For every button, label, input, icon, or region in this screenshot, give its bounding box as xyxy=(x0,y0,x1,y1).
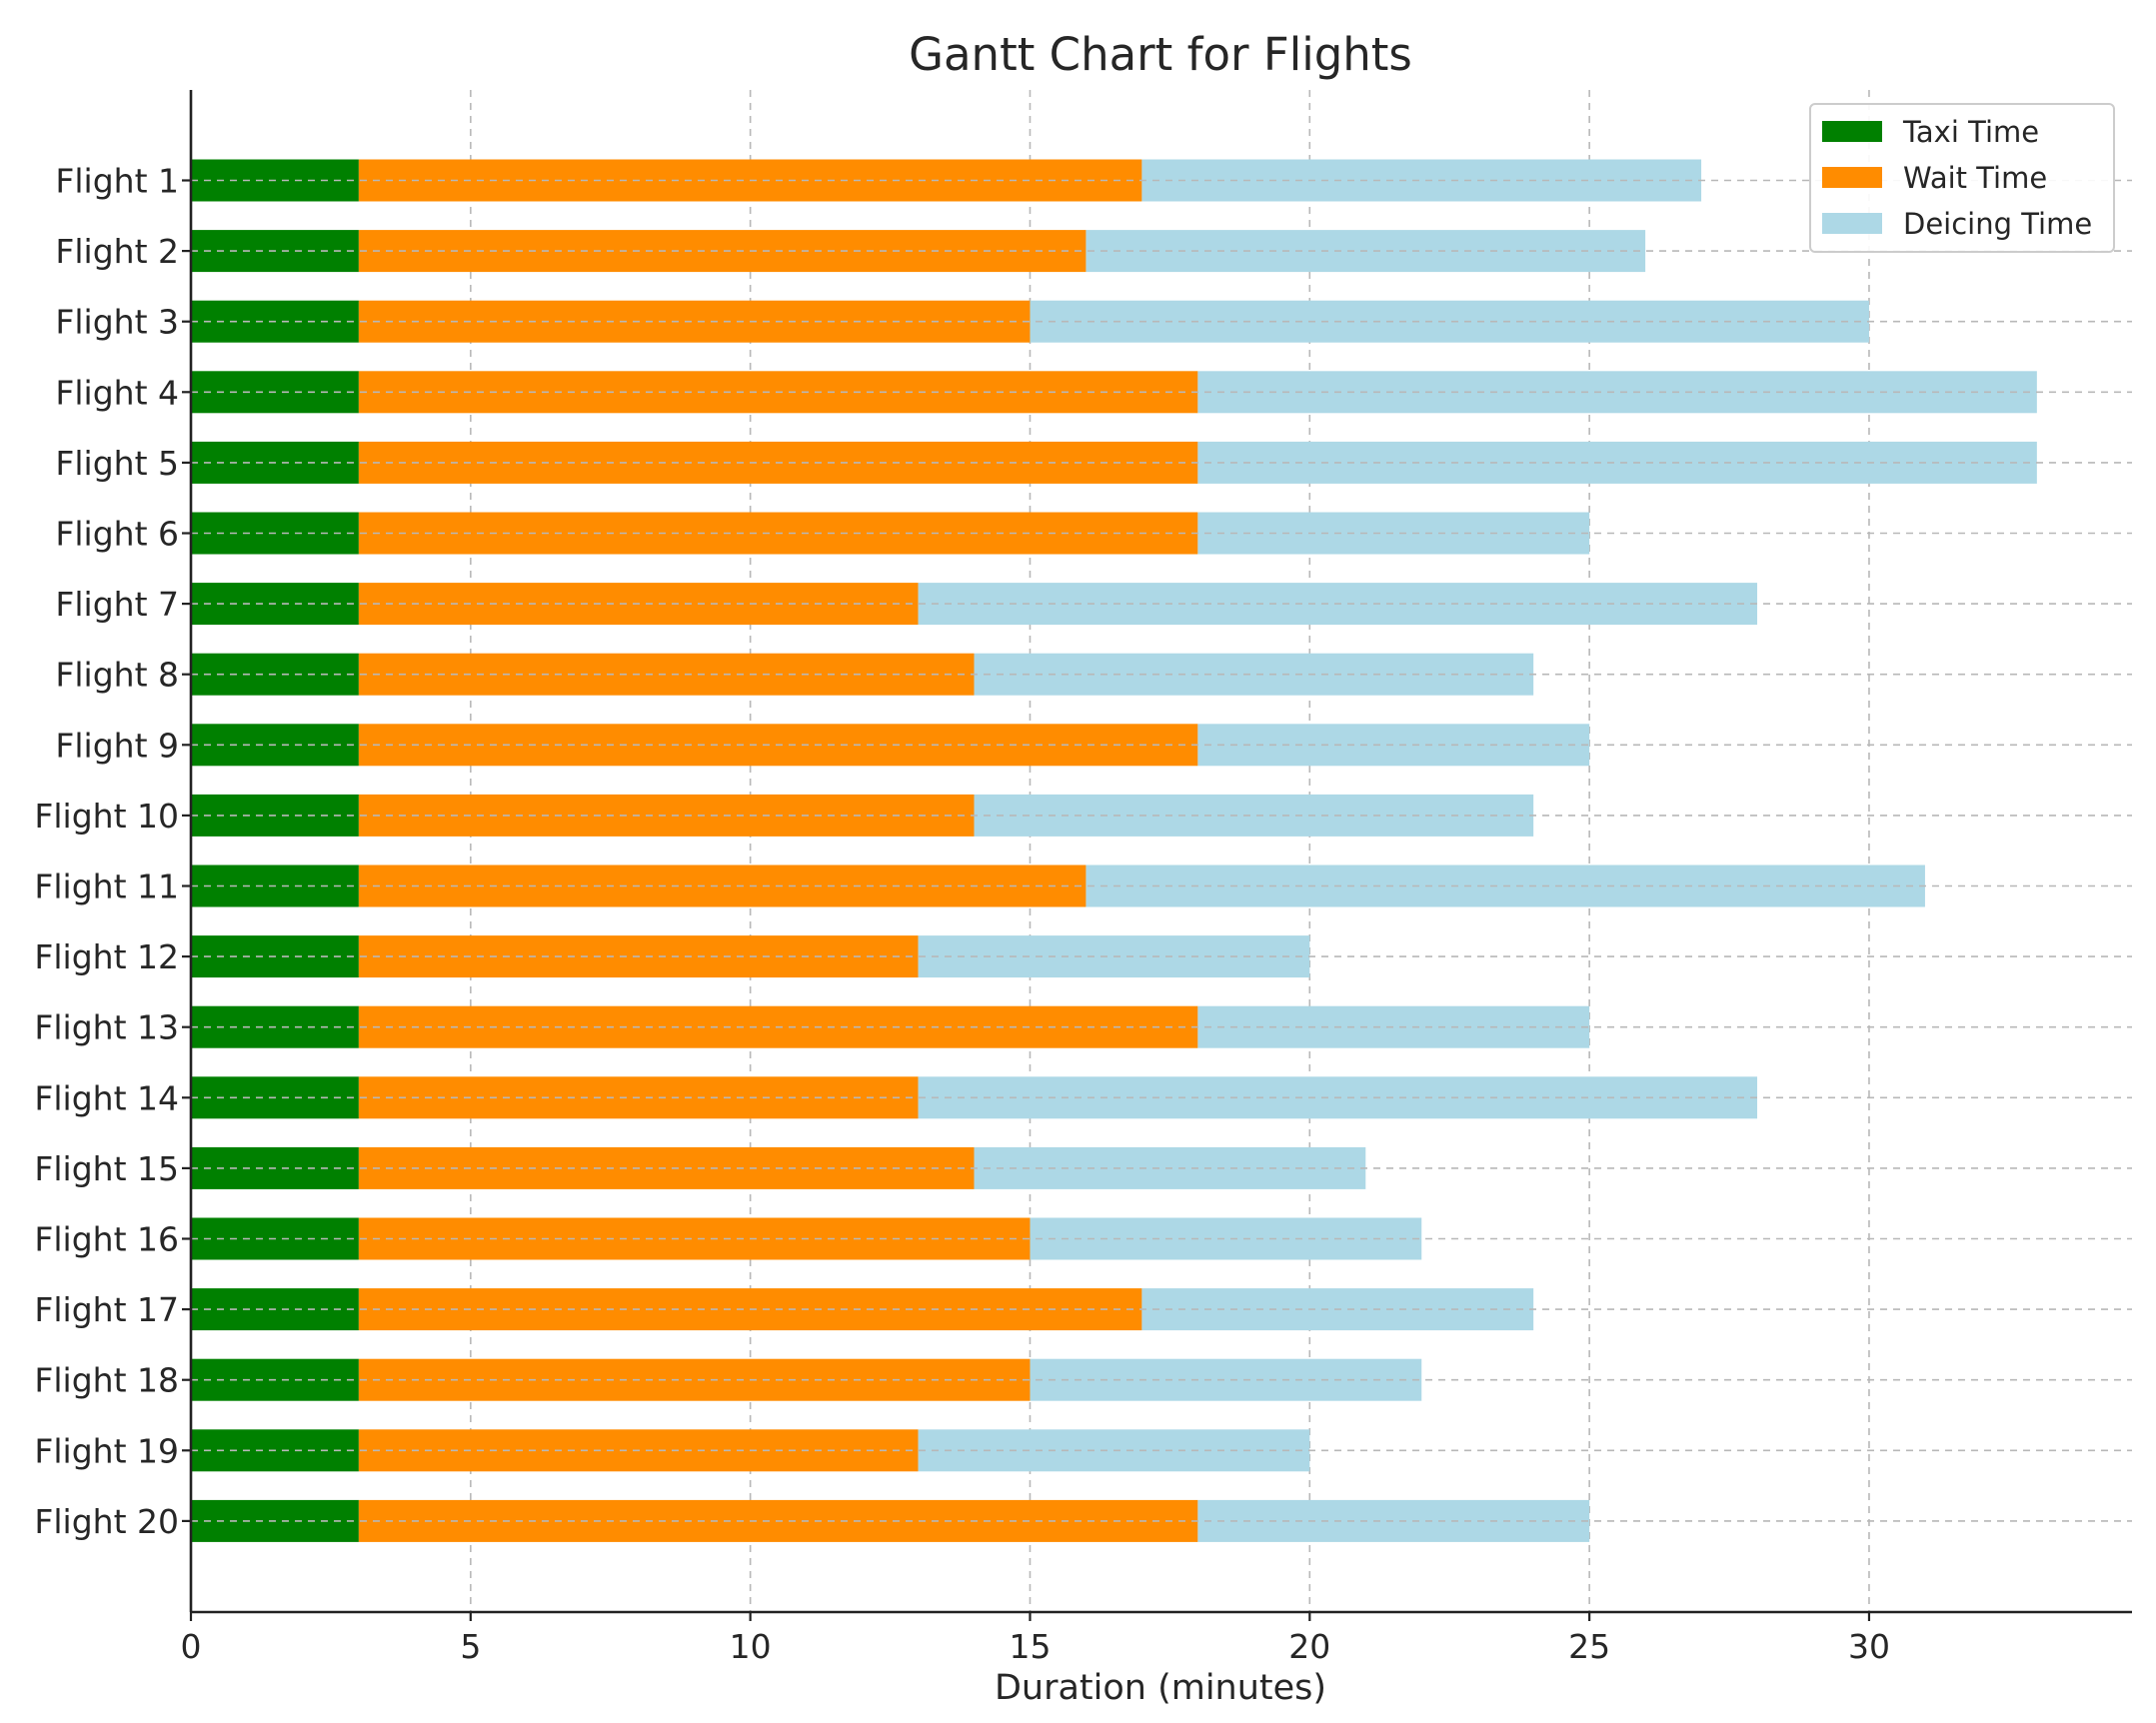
y-tick-label: Flight 8 xyxy=(55,656,179,695)
x-tick-label-25: 25 xyxy=(1568,1627,1610,1666)
x-axis-label: Duration (minutes) xyxy=(995,1668,1326,1708)
y-tick-label: Flight 14 xyxy=(34,1078,179,1117)
legend: Taxi Time Wait Time Deicing Time xyxy=(1809,103,2115,253)
bar-deicing-time-1 xyxy=(1141,159,1702,202)
y-tick-label: Flight 17 xyxy=(34,1290,179,1329)
y-tick-label: Flight 13 xyxy=(34,1008,179,1047)
y-tick-label: Flight 20 xyxy=(34,1502,179,1541)
x-tick-label-30: 30 xyxy=(1848,1627,1890,1666)
bar-deicing-time-16 xyxy=(1030,1217,1422,1260)
y-tick-label: Flight 15 xyxy=(34,1149,179,1188)
y-tick-label: Flight 4 xyxy=(55,373,179,412)
bar-deicing-time-18 xyxy=(1030,1358,1422,1401)
x-tick-label-20: 20 xyxy=(1288,1627,1330,1666)
legend-box xyxy=(1809,103,2115,253)
legend-swatch-deicing-time xyxy=(1822,213,1882,234)
x-tick-label-5: 5 xyxy=(460,1627,481,1666)
y-tick-label: Flight 19 xyxy=(34,1431,179,1470)
bar-wait-time-16 xyxy=(358,1217,1031,1260)
legend-label-taxi-time: Taxi Time xyxy=(1902,115,2039,149)
legend-label-deicing-time: Deicing Time xyxy=(1903,207,2092,241)
y-tick-label: Flight 18 xyxy=(34,1361,179,1400)
x-tick-label-15: 15 xyxy=(1009,1627,1051,1666)
x-tick-label-10: 10 xyxy=(730,1627,772,1666)
x-tick-labels: 0 5 10 15 20 25 30 xyxy=(181,1612,1890,1666)
y-tick-labels: Flight 1 Flight 2 Flight 3 Flight 4 Flight 5… xyxy=(34,162,191,1541)
y-tick-label: Flight 10 xyxy=(34,797,179,836)
bar-deicing-time-10 xyxy=(974,794,1534,837)
y-tick-label: Flight 6 xyxy=(55,515,179,554)
bar-deicing-time-8 xyxy=(974,653,1534,696)
bar-wait-time-18 xyxy=(358,1358,1031,1401)
horizontal-grid-lines xyxy=(191,179,2132,1522)
legend-swatch-taxi-time xyxy=(1822,121,1882,142)
y-tick-label: Flight 12 xyxy=(34,937,179,976)
y-tick-label: Flight 9 xyxy=(55,726,179,765)
y-tick-label: Flight 1 xyxy=(55,162,179,201)
legend-swatch-wait-time xyxy=(1822,167,1882,188)
bar-segments xyxy=(191,159,2037,1542)
y-tick-label: Flight 11 xyxy=(34,867,179,906)
bar-wait-time-3 xyxy=(358,300,1031,343)
x-tick-label-0: 0 xyxy=(181,1627,202,1666)
y-tick-label: Flight 2 xyxy=(55,232,179,271)
y-tick-label: Flight 7 xyxy=(55,585,179,624)
y-tick-label: Flight 3 xyxy=(55,303,179,342)
legend-label-wait-time: Wait Time xyxy=(1903,161,2047,195)
chart-title: Gantt Chart for Flights xyxy=(909,28,1412,81)
y-tick-label: Flight 5 xyxy=(55,444,179,483)
y-tick-label: Flight 16 xyxy=(34,1220,179,1259)
